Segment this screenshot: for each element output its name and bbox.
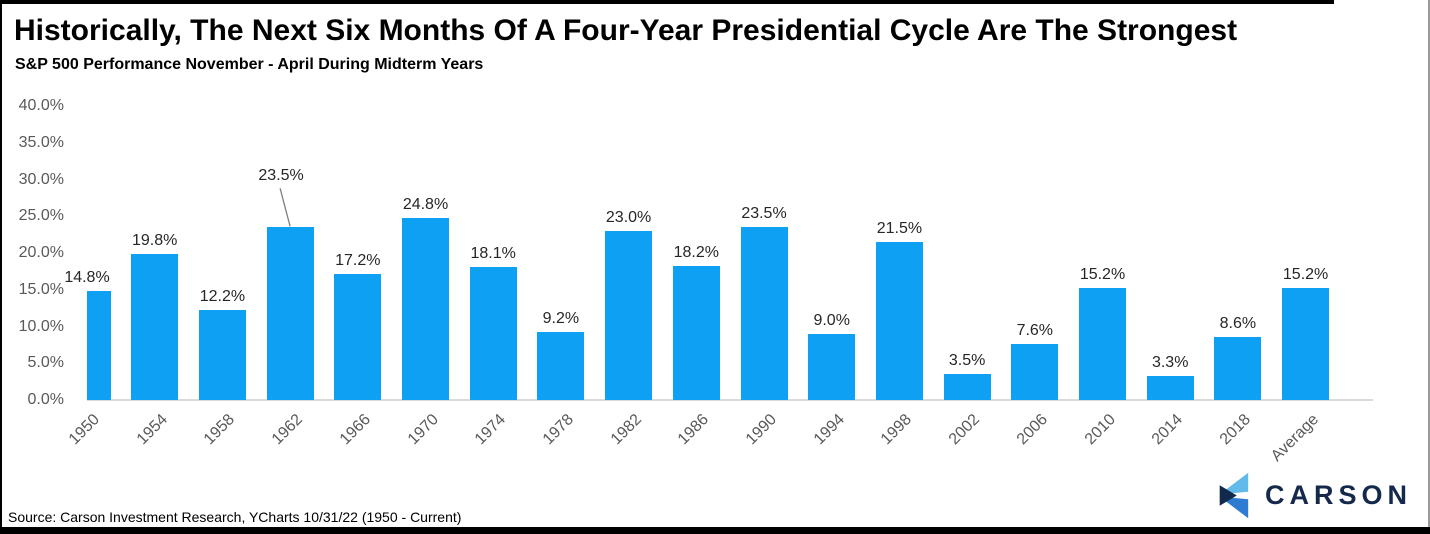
y-tick-label: 20.0% bbox=[18, 244, 64, 261]
frame-border-bottom bbox=[0, 527, 1430, 534]
frame-border-right bbox=[1428, 0, 1430, 534]
carson-logo: CARSON bbox=[1214, 472, 1412, 519]
y-tick-label: 35.0% bbox=[18, 133, 64, 151]
chart-title: Historically, The Next Six Months Of A F… bbox=[14, 14, 1238, 47]
bar-value-label: 24.8% bbox=[402, 195, 449, 213]
bar bbox=[266, 227, 314, 400]
bar-value-label: 18.1% bbox=[470, 244, 516, 262]
bar-value-label: 23.5% bbox=[258, 167, 304, 185]
bar bbox=[537, 332, 585, 400]
bar-value-label: 19.8% bbox=[132, 232, 178, 250]
bar-value-label: 23.5% bbox=[741, 205, 787, 223]
callout-leader-line bbox=[279, 188, 291, 227]
bar bbox=[1214, 336, 1262, 400]
bar-value-label: 7.6% bbox=[1016, 322, 1054, 340]
bar-value-label: 9.2% bbox=[542, 310, 580, 328]
bar bbox=[131, 254, 179, 400]
bar-value-label: 15.2% bbox=[1079, 266, 1126, 284]
y-tick-label: 40.0% bbox=[18, 97, 64, 114]
bar-value-label: 17.2% bbox=[335, 251, 381, 269]
bar bbox=[740, 227, 788, 400]
bar bbox=[808, 333, 856, 400]
bar-value-label: 21.5% bbox=[876, 219, 923, 237]
bar-value-label: 3.3% bbox=[1151, 353, 1189, 371]
bar bbox=[469, 266, 517, 400]
bar bbox=[605, 230, 653, 400]
frame-border-top bbox=[0, 0, 1334, 4]
bar-value-label: 14.8% bbox=[64, 269, 110, 287]
source-note: Source: Carson Investment Research, YCha… bbox=[8, 509, 462, 525]
frame-border-left bbox=[0, 0, 2, 534]
bar-value-label: 23.0% bbox=[605, 208, 652, 226]
bar bbox=[198, 310, 246, 400]
bar bbox=[1146, 375, 1194, 400]
y-tick-label: 10.0% bbox=[18, 317, 64, 335]
y-tick-label: 0.0% bbox=[27, 391, 64, 408]
bar-value-label: 18.2% bbox=[673, 244, 719, 262]
bar bbox=[334, 273, 382, 400]
carson-logo-mark-icon bbox=[1219, 472, 1249, 519]
bar bbox=[1011, 344, 1059, 400]
bar bbox=[672, 266, 720, 400]
y-tick-label: 15.0% bbox=[18, 280, 64, 298]
x-axis-line bbox=[87, 399, 1373, 401]
bar-value-label: 3.5% bbox=[948, 352, 986, 370]
bar bbox=[1282, 288, 1330, 400]
bar-value-label: 15.2% bbox=[1282, 266, 1329, 284]
y-tick-label: 30.0% bbox=[18, 170, 64, 188]
y-tick-label: 5.0% bbox=[27, 354, 64, 372]
bar bbox=[402, 217, 449, 400]
bar-value-label: 12.2% bbox=[199, 288, 246, 306]
carson-logo-text: CARSON bbox=[1264, 480, 1412, 510]
bar bbox=[87, 291, 111, 400]
bar bbox=[943, 374, 991, 400]
y-tick-label: 25.0% bbox=[18, 207, 64, 225]
bar-value-label: 9.0% bbox=[813, 311, 850, 329]
chart-subtitle: S&P 500 Performance November - April Dur… bbox=[15, 56, 484, 73]
bar-value-label: 8.6% bbox=[1219, 314, 1257, 332]
bar bbox=[875, 241, 923, 400]
bar bbox=[1079, 288, 1126, 400]
